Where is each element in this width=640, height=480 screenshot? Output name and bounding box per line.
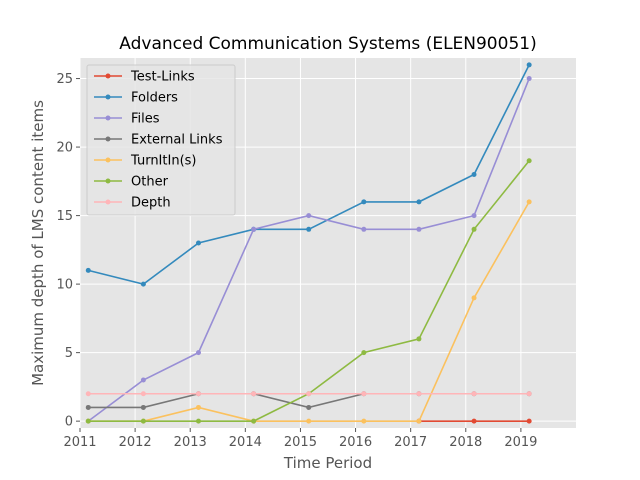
x-tick-label: 2011 xyxy=(63,435,96,450)
data-point-depth xyxy=(251,391,257,397)
series-folders xyxy=(85,62,532,287)
data-point-folders xyxy=(195,240,201,246)
legend-label: Other xyxy=(131,175,169,190)
data-point-files xyxy=(416,226,422,232)
legend-marker xyxy=(105,115,111,121)
data-point-files xyxy=(195,350,201,356)
data-point-turnitin-s xyxy=(361,418,367,424)
data-point-folders xyxy=(85,267,91,273)
legend-label: TurnItIn(s) xyxy=(130,154,196,169)
data-point-files xyxy=(251,226,257,232)
data-point-other xyxy=(251,418,257,424)
legend-label: Files xyxy=(131,112,160,127)
data-point-other xyxy=(361,350,367,356)
data-point-files xyxy=(471,213,477,219)
data-point-external-links xyxy=(140,404,146,410)
legend-item-test-links: Test-Links xyxy=(94,70,195,85)
x-tick-label: 2018 xyxy=(449,435,482,450)
y-axis: 0 5 10 15 20 25 xyxy=(56,72,80,430)
legend-item-turnitin-s: TurnItIn(s) xyxy=(94,154,196,169)
y-tick-label: 15 xyxy=(56,209,73,224)
x-axis-label: Time Period xyxy=(283,454,372,472)
data-point-test-links xyxy=(471,418,477,424)
data-point-folders xyxy=(140,281,146,287)
grid-lines xyxy=(79,58,576,428)
legend-marker xyxy=(105,73,111,79)
legend-marker xyxy=(105,94,111,100)
data-point-turnitin-s xyxy=(306,418,312,424)
data-point-folders xyxy=(361,199,367,205)
series-depth xyxy=(85,391,532,397)
y-tick-label: 20 xyxy=(56,141,73,156)
legend-marker xyxy=(105,136,111,142)
x-tick-label: 2014 xyxy=(229,435,262,450)
data-point-folders xyxy=(416,199,422,205)
legend-label: Test-Links xyxy=(130,70,195,85)
y-axis-label: Maximum depth of LMS content items xyxy=(29,100,47,386)
data-point-depth xyxy=(140,391,146,397)
data-point-files xyxy=(306,213,312,219)
x-tick-label: 2015 xyxy=(284,435,317,450)
data-point-test-links xyxy=(526,418,532,424)
data-point-depth xyxy=(471,391,477,397)
legend-box xyxy=(86,64,236,216)
data-point-depth xyxy=(85,391,91,397)
data-point-turnitin-s xyxy=(416,418,422,424)
legend-item-files: Files xyxy=(94,112,160,127)
data-point-turnitin-s xyxy=(526,199,532,205)
legend-label: External Links xyxy=(131,133,223,148)
data-point-folders xyxy=(306,226,312,232)
data-point-other xyxy=(416,336,422,342)
x-tick-label: 2012 xyxy=(119,435,152,450)
data-point-other xyxy=(195,418,201,424)
legend-item-depth: Depth xyxy=(94,196,171,211)
data-point-files xyxy=(140,377,146,383)
data-point-files xyxy=(361,226,367,232)
data-point-folders xyxy=(526,62,532,68)
y-tick-label: 0 xyxy=(65,415,73,430)
data-point-other xyxy=(85,418,91,424)
x-tick-label: 2016 xyxy=(339,435,372,450)
data-point-folders xyxy=(471,171,477,177)
data-point-other xyxy=(471,226,477,232)
data-point-external-links xyxy=(306,404,312,410)
data-point-depth xyxy=(416,391,422,397)
series-layer xyxy=(85,62,532,424)
x-tick-label: 2017 xyxy=(394,435,427,450)
y-tick-label: 10 xyxy=(56,278,73,293)
data-point-other xyxy=(526,158,532,164)
data-point-turnitin-s xyxy=(471,295,477,301)
legend: Test-Links Folders Files External Links Turn… xyxy=(86,64,236,216)
legend-item-external-links: External Links xyxy=(94,133,223,148)
legend-marker xyxy=(105,199,111,205)
legend-label: Folders xyxy=(131,91,178,106)
legend-marker xyxy=(105,178,111,184)
chart-title: Advanced Communication Systems (ELEN9005… xyxy=(119,34,536,54)
y-tick-label: 25 xyxy=(56,72,73,87)
legend-label: Depth xyxy=(131,196,171,211)
x-tick-label: 2013 xyxy=(174,435,207,450)
x-axis: 2011 2012 2013 2014 2015 2016 2017 2018 2019 xyxy=(63,428,537,450)
data-point-other xyxy=(140,418,146,424)
legend-item-folders: Folders xyxy=(94,91,178,106)
data-point-files xyxy=(526,76,532,82)
data-point-depth xyxy=(361,391,367,397)
data-point-turnitin-s xyxy=(195,404,201,410)
x-tick-label: 2019 xyxy=(504,435,537,450)
legend-item-other: Other xyxy=(94,175,169,190)
data-point-depth xyxy=(526,391,532,397)
y-tick-label: 5 xyxy=(65,346,73,361)
legend-marker xyxy=(105,157,111,163)
data-point-depth xyxy=(195,391,201,397)
data-point-depth xyxy=(306,391,312,397)
data-point-external-links xyxy=(85,404,91,410)
